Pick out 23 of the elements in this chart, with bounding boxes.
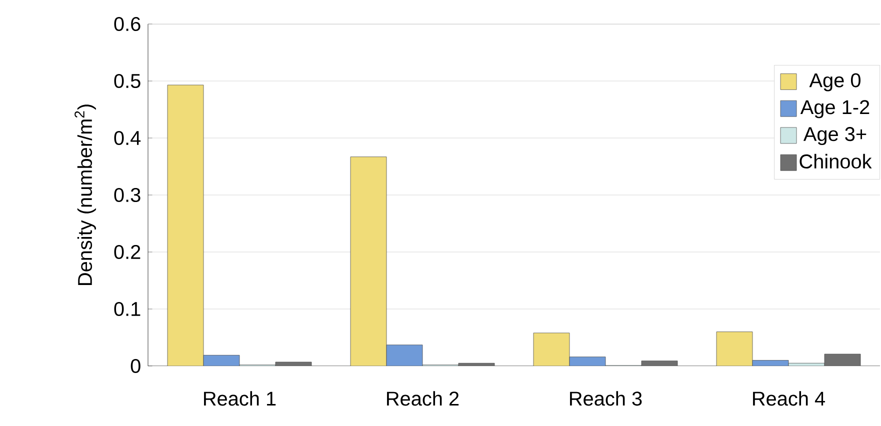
bar [350,156,387,366]
y-tick-label: 0.4 [114,130,141,146]
bar [533,332,570,366]
y-tick-label: 0.5 [114,74,140,88]
y-tick-label: 0.3 [114,188,140,202]
legend-label: Age 1-2 [800,100,870,118]
x-tick-label: Reach 3 [570,391,642,406]
y-tick-label: 0.6 [114,16,140,32]
legend-label: Age 3+ [803,127,866,146]
y-axis-title: Density (number/m$^{2}$) [74,104,96,285]
legend-label: Chinook [800,154,872,169]
x-tick-label: Reach 2 [387,391,459,406]
x-tick-label: Reach 4 [753,391,825,406]
y-tick-label: 0.1 [114,302,140,316]
x-tick-label: Reach 1 [204,391,276,406]
bar [167,84,204,366]
y-tick-label: 0 [130,358,140,374]
bar [386,344,423,366]
bar [570,356,606,366]
legend-label: Age 0 [809,73,860,92]
y-tick-label: 0.2 [114,244,140,260]
bar [716,332,753,366]
bar [204,355,240,366]
